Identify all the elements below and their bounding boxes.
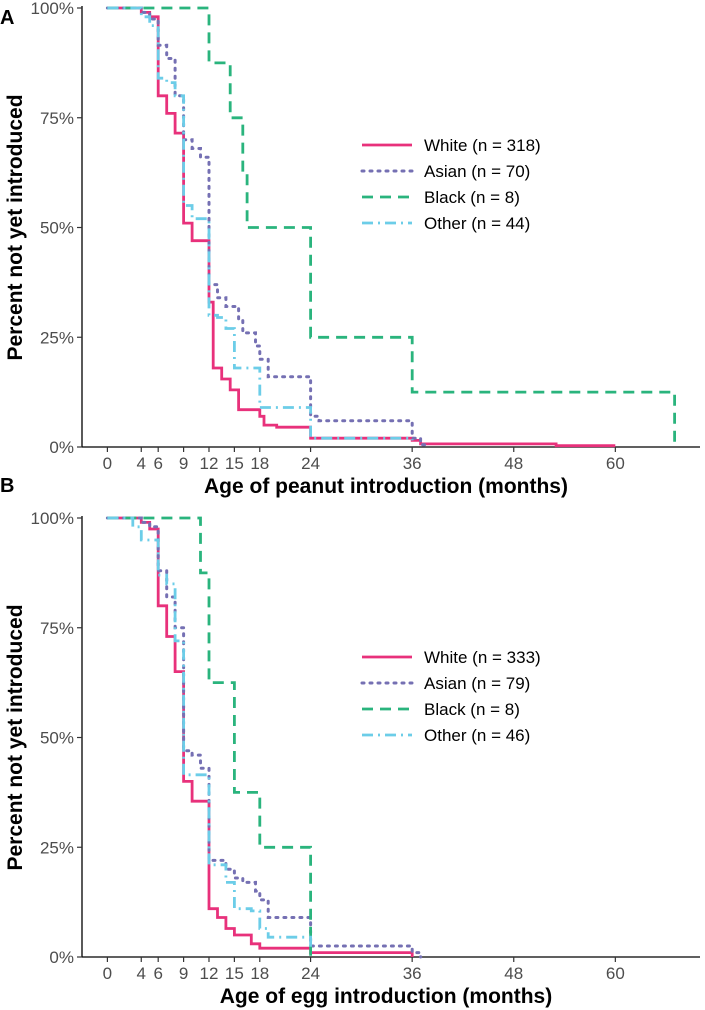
x-tick-label: 4: [137, 964, 146, 983]
y-tick-label: 0%: [49, 948, 74, 967]
x-tick-label: 0: [103, 454, 112, 473]
y-axis-title: Percent not yet introduced: [4, 604, 27, 870]
series-line-white: [107, 516, 414, 957]
x-tick-label: 48: [504, 964, 523, 983]
x-tick-label: 0: [103, 964, 112, 983]
y-tick-label: 50%: [40, 729, 74, 748]
y-tick-label: 25%: [40, 838, 74, 857]
x-tick-label: 12: [200, 964, 219, 983]
x-tick-label: 48: [504, 454, 523, 473]
x-tick-label: 24: [301, 964, 320, 983]
y-tick-label: 0%: [49, 438, 74, 457]
legend: White (n = 333) Asian (n = 79) Black (n = …: [360, 648, 541, 745]
series-line-other: [107, 516, 312, 951]
x-tick-label: 18: [250, 964, 269, 983]
x-tick-label: 15: [225, 454, 244, 473]
y-axis-title: Percent not yet introduced: [4, 94, 27, 360]
legend-label: White (n = 333): [424, 648, 541, 667]
series-line-asian: [105, 6, 431, 447]
series-line-black: [107, 516, 312, 957]
series-line-asian: [105, 516, 423, 959]
panel-label: A: [0, 7, 14, 29]
panel-a: A 0% 25% 50% 75% 100% 0 4 6 9 12 15 18 24 36 48 60 Age of…: [0, 0, 700, 498]
x-tick-label: 18: [250, 454, 269, 473]
series-line-white: [107, 6, 616, 448]
y-tick-label: 75%: [40, 619, 74, 638]
y-tick-label: 100%: [31, 0, 74, 18]
x-tick-label: 9: [179, 454, 188, 473]
x-tick-label: 60: [606, 454, 625, 473]
x-tick-label: 6: [153, 454, 162, 473]
x-tick-label: 24: [301, 454, 320, 473]
y-tick-label: 100%: [31, 509, 74, 528]
x-tick-label: 12: [200, 454, 219, 473]
x-tick-label: 6: [153, 964, 162, 983]
x-tick-label: 60: [606, 964, 625, 983]
legend: White (n = 318) Asian (n = 70) Black (n = …: [360, 136, 541, 233]
x-axis-title: Age of egg introduction (months): [220, 985, 552, 1008]
legend-label: White (n = 318): [424, 136, 541, 155]
y-tick-label: 50%: [40, 219, 74, 238]
legend-label: Asian (n = 70): [424, 162, 530, 181]
y-tick-label: 75%: [40, 109, 74, 128]
x-tick-label: 36: [403, 454, 422, 473]
legend-label: Black (n = 8): [424, 700, 520, 719]
y-tick-label: 25%: [40, 328, 74, 347]
legend-label: Asian (n = 79): [424, 674, 530, 693]
x-tick-label: 36: [403, 964, 422, 983]
series-line-black: [107, 6, 676, 447]
panel-label: B: [0, 475, 14, 497]
x-tick-label: 4: [137, 454, 146, 473]
x-tick-label: 9: [179, 964, 188, 983]
legend-label: Other (n = 46): [424, 726, 530, 745]
panel-b: B 0% 25% 50% 75% 100% 0 4 6 9 12 15 18 24 36 48 60 Age of…: [0, 475, 700, 1008]
legend-label: Black (n = 8): [424, 188, 520, 207]
legend-label: Other (n = 44): [424, 214, 530, 233]
x-axis-title: Age of peanut introduction (months): [204, 475, 568, 498]
x-tick-label: 15: [225, 964, 244, 983]
